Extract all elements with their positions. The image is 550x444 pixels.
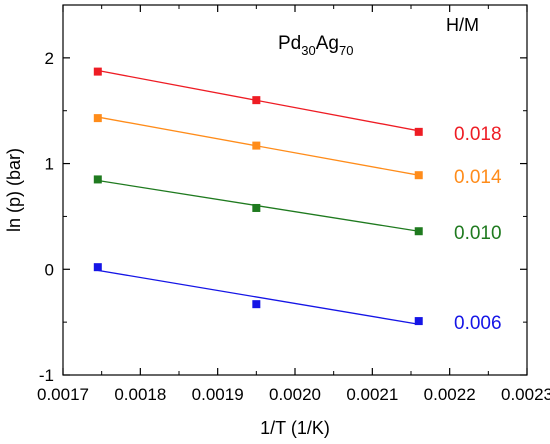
series-label: 0.014 bbox=[454, 167, 502, 188]
data-point bbox=[414, 317, 423, 326]
data-point bbox=[93, 263, 102, 272]
x-axis-label: 1/T (1/K) bbox=[260, 418, 330, 438]
y-tick-label: 1 bbox=[45, 155, 54, 174]
x-tick-label: 0.0023 bbox=[501, 385, 550, 404]
x-tick-label: 0.0021 bbox=[346, 385, 398, 404]
data-point bbox=[414, 227, 423, 236]
data-point bbox=[93, 114, 102, 123]
y-tick-label: 0 bbox=[45, 260, 54, 279]
data-point bbox=[252, 96, 261, 105]
x-tick-label: 0.0017 bbox=[37, 385, 89, 404]
x-tick-label: 0.0020 bbox=[269, 385, 321, 404]
data-point bbox=[93, 175, 102, 184]
data-point bbox=[252, 300, 261, 309]
y-tick-label: 2 bbox=[45, 49, 54, 68]
y-tick-label: -1 bbox=[39, 366, 54, 385]
data-point bbox=[252, 141, 261, 150]
series-0.014: 0.014 bbox=[93, 114, 502, 188]
axis-ticks: 0.0017 0.0018 0.0019 0.0020 0.0021 0.0022 0.00… bbox=[37, 5, 550, 404]
series-label: 0.018 bbox=[454, 124, 502, 145]
series-0.006: 0.006 bbox=[93, 263, 502, 334]
fit-line bbox=[97, 269, 419, 325]
series-0.010: 0.010 bbox=[93, 175, 502, 244]
data-point bbox=[414, 171, 423, 180]
x-tick-label: 0.0019 bbox=[192, 385, 244, 404]
series-0.018: 0.018 bbox=[93, 67, 502, 145]
data-point bbox=[93, 67, 102, 76]
series-group: 0.018 0.014 0.010 0.006 bbox=[93, 67, 502, 334]
series-label: 0.006 bbox=[454, 313, 502, 334]
legend-title: H/M bbox=[446, 15, 479, 35]
x-tick-label: 0.0022 bbox=[424, 385, 476, 404]
y-axis-label: ln (p) (bar) bbox=[4, 148, 24, 232]
x-tick-label: 0.0018 bbox=[114, 385, 166, 404]
data-point bbox=[252, 203, 261, 212]
chart-title: Pd30Ag70 bbox=[278, 33, 353, 58]
data-point bbox=[414, 127, 423, 136]
series-label: 0.010 bbox=[454, 223, 502, 244]
